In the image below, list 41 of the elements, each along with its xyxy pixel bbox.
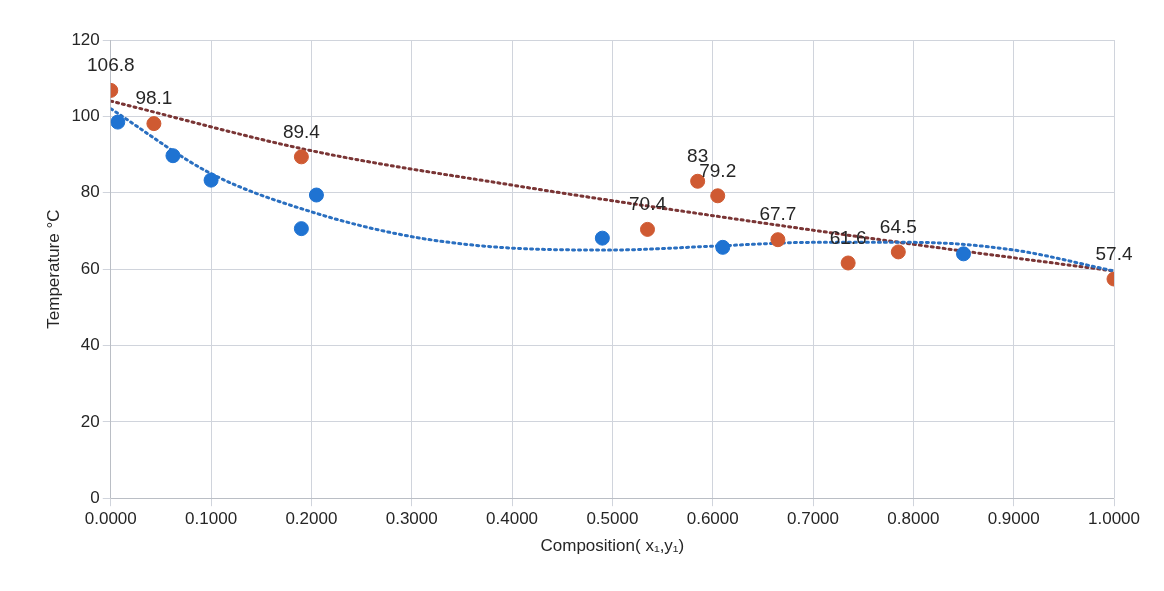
y-tick-label: 100	[71, 106, 100, 126]
y-tick-label: 80	[80, 182, 100, 202]
y-tick-label: 0	[90, 487, 100, 507]
x-tick-label: 0.1000	[185, 509, 238, 529]
point	[146, 116, 162, 132]
x-tick-label: 1.0000	[1088, 509, 1140, 529]
x-tick-label: 0.5000	[586, 509, 639, 529]
x-tick-label: 0.4000	[486, 509, 539, 529]
y-tick-label: 120	[71, 29, 100, 49]
x-tick-label: 0.7000	[787, 509, 840, 529]
point	[203, 172, 219, 188]
point	[293, 149, 309, 165]
x-tick-label: 0.8000	[887, 509, 940, 529]
x-tick-label: 0.9000	[987, 509, 1040, 529]
point	[640, 221, 655, 237]
x-tick-label: 0.3000	[385, 509, 438, 529]
point	[710, 188, 726, 204]
data-label: 67.7	[759, 203, 797, 225]
y-axis-title: Temperature °C	[43, 209, 63, 329]
point	[956, 246, 972, 262]
point	[308, 187, 324, 203]
point	[594, 230, 610, 246]
point	[110, 114, 126, 130]
y-tick-label: 60	[80, 258, 100, 278]
x-tick-label: 0.6000	[686, 509, 739, 529]
data-label: 106.8	[86, 54, 135, 76]
x-axis-title: Composition( x₁,y₁)	[540, 536, 685, 556]
data-label: 57.4	[1095, 242, 1133, 264]
point	[165, 148, 181, 164]
data-label: 89.4	[282, 120, 321, 142]
x-tick-label: 0.0000	[84, 509, 137, 529]
y-tick-label: 20	[80, 411, 100, 431]
point	[715, 239, 731, 255]
point	[840, 255, 856, 271]
point	[293, 221, 309, 237]
y-tick-label: 40	[80, 335, 100, 355]
data-label: 98.1	[135, 87, 173, 109]
x-tick-label: 0.2000	[285, 509, 338, 529]
point	[890, 244, 906, 260]
point	[770, 232, 786, 248]
data-label: 64.5	[879, 215, 917, 237]
